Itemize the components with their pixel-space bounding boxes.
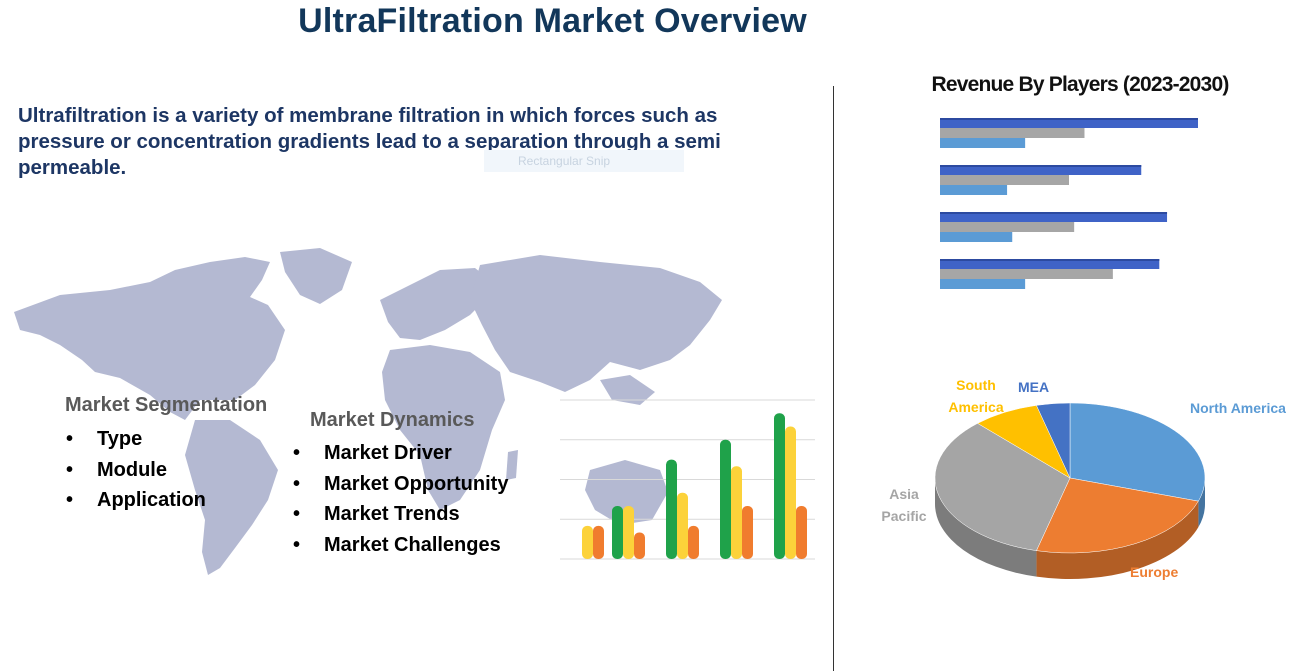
revenue-bar-shade <box>940 165 1142 167</box>
dynamics-list: Market Driver Market Opportunity Market … <box>293 438 508 560</box>
list-item: Type <box>66 424 206 455</box>
mini-bar <box>688 525 699 559</box>
revenue-bar <box>940 165 1142 175</box>
revenue-bar-shade <box>940 259 1160 261</box>
intro-text: Ultrafiltration is a variety of membrane… <box>18 104 721 179</box>
pie-slice <box>934 423 1071 551</box>
segmentation-list: Type Module Application <box>66 424 206 516</box>
list-item: Application <box>66 485 206 516</box>
revenue-bar <box>940 259 1160 269</box>
revenue-bar <box>940 175 1069 185</box>
mini-bar <box>796 506 807 559</box>
region-pie-chart <box>934 402 1206 579</box>
pie-label-north-america: North America <box>1190 400 1286 416</box>
mini-bar <box>720 439 731 559</box>
mini-bar <box>623 506 634 559</box>
revenue-bar-shade <box>940 118 1198 120</box>
segmentation-heading: Market Segmentation <box>65 394 268 416</box>
revenue-bar-chart <box>940 118 1198 289</box>
revenue-bar <box>940 185 1008 195</box>
pie-label-mea: MEA <box>1018 379 1050 395</box>
mini-bar <box>612 506 623 559</box>
mini-bar <box>785 426 796 559</box>
pie-slice <box>1036 477 1199 554</box>
snip-tooltip: Rectangular Snip <box>484 150 684 172</box>
list-item: Market Driver <box>293 438 508 469</box>
pie-slice <box>1036 402 1071 479</box>
pie-label-asia-pacific: Asia Pacific <box>881 486 927 524</box>
mini-bar <box>593 525 604 559</box>
list-item: Market Opportunity <box>293 469 508 500</box>
revenue-bar <box>940 269 1113 279</box>
pie-label-south-america: South America <box>948 377 1004 415</box>
revenue-bar-shade <box>940 212 1168 214</box>
mini-bar <box>731 466 742 559</box>
revenue-bar <box>940 232 1013 242</box>
list-item: Market Challenges <box>293 530 508 561</box>
vertical-divider <box>833 86 834 671</box>
mini-bar-chart <box>560 399 815 560</box>
mini-bar <box>666 459 677 559</box>
revenue-bar <box>940 222 1075 232</box>
pie-side <box>1036 501 1199 579</box>
revenue-bar <box>940 128 1085 138</box>
revenue-chart-title: Revenue By Players (2023-2030) <box>931 73 1229 96</box>
revenue-bar <box>940 118 1198 128</box>
mini-bar <box>634 532 645 559</box>
pie-label-europe: Europe <box>1130 564 1179 580</box>
revenue-bar <box>940 138 1026 148</box>
list-item: Module <box>66 455 206 486</box>
dynamics-heading: Market Dynamics <box>310 409 475 431</box>
mini-bar <box>677 492 688 559</box>
mini-bar <box>774 413 785 559</box>
page-title: UltraFiltration Market Overview <box>298 2 807 40</box>
list-item: Market Trends <box>293 499 508 530</box>
mini-bar <box>582 525 593 559</box>
pie-side <box>935 478 1037 577</box>
mini-bar <box>742 506 753 559</box>
revenue-bar <box>940 212 1168 222</box>
revenue-bar <box>940 279 1026 289</box>
pie-slice <box>1069 402 1206 502</box>
